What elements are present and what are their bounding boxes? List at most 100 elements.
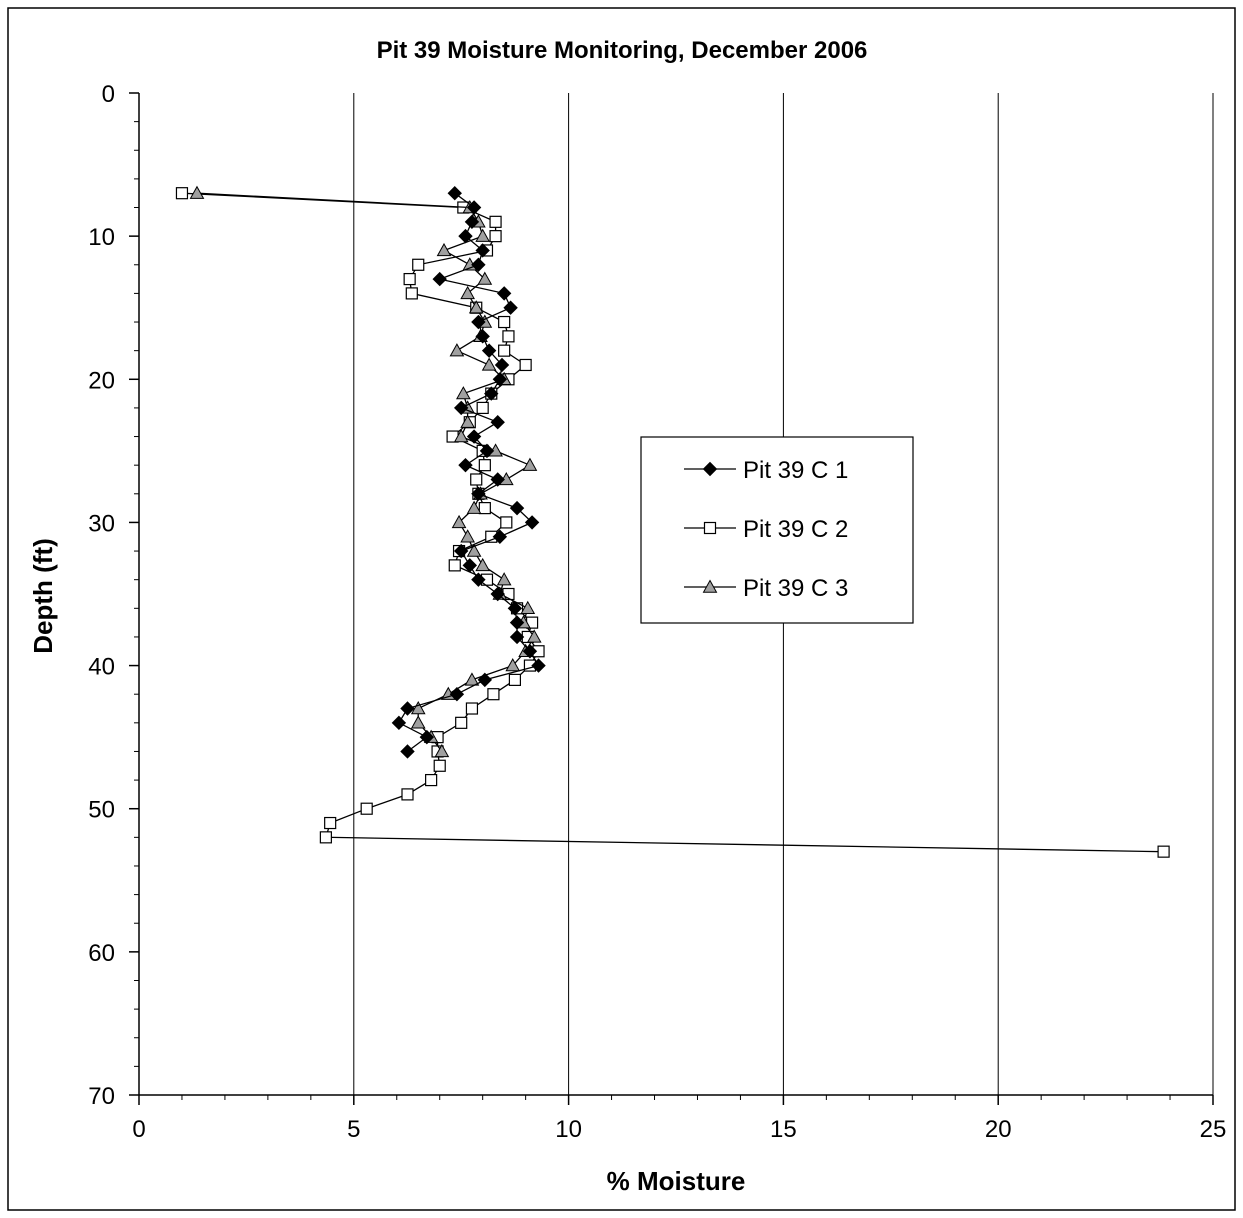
y-tick-label: 20 <box>88 367 115 394</box>
y-tick-label: 40 <box>88 654 115 681</box>
y-tick-label: 60 <box>88 940 115 967</box>
data-point <box>460 529 475 543</box>
y-tick-labels: 0 10 20 30 40 50 60 70 <box>88 81 115 1110</box>
data-point <box>476 401 489 415</box>
legend-item-3: Pit 39 C 3 <box>684 575 848 602</box>
data-point <box>401 788 414 801</box>
data-point <box>522 457 538 471</box>
data-point <box>466 543 482 557</box>
data-point <box>477 672 493 688</box>
data-point <box>478 502 491 515</box>
y-tick-label: 50 <box>88 797 115 824</box>
data-point <box>507 601 523 616</box>
data-point <box>447 185 462 201</box>
data-point <box>502 330 515 343</box>
legend-marker <box>702 579 718 593</box>
data-point <box>448 559 461 572</box>
data-point <box>509 615 525 630</box>
data-point <box>464 672 480 686</box>
x-tick-label: 0 <box>132 1116 145 1143</box>
data-point <box>449 343 465 357</box>
data-point <box>403 272 416 286</box>
data-point <box>319 831 332 844</box>
data-point <box>434 743 450 758</box>
data-point <box>503 300 518 315</box>
data-point <box>505 658 521 672</box>
data-point <box>468 300 484 314</box>
data-point <box>449 686 465 702</box>
data-point <box>492 529 508 544</box>
data-point <box>531 658 546 673</box>
x-tick-label: 15 <box>770 1116 797 1143</box>
data-point <box>478 459 491 472</box>
data-point <box>175 187 189 200</box>
data-point <box>324 816 337 830</box>
data-point <box>464 214 480 230</box>
data-point <box>453 400 469 416</box>
data-point <box>451 514 467 529</box>
data-point <box>490 415 505 430</box>
legend-marker <box>702 461 718 477</box>
data-point <box>477 271 493 285</box>
data-point <box>526 629 542 643</box>
legend-label: Pit 39 C 2 <box>743 516 848 543</box>
data-point <box>475 243 490 258</box>
data-point <box>460 285 475 300</box>
legend-label: Pit 39 C 1 <box>743 457 848 484</box>
data-point <box>471 486 486 502</box>
series-1 <box>391 185 546 759</box>
series-line <box>196 192 535 752</box>
data-point <box>455 716 468 729</box>
data-point <box>419 729 435 745</box>
data-point <box>458 457 473 473</box>
legend-box <box>640 436 914 624</box>
data-point <box>496 286 512 301</box>
data-point <box>466 500 482 514</box>
chart-frame <box>7 7 1236 1211</box>
data-point <box>479 443 495 459</box>
data-point <box>425 773 438 787</box>
data-point <box>484 386 499 401</box>
data-point <box>465 702 479 715</box>
y-tick-label: 70 <box>88 1083 115 1110</box>
data-point <box>462 558 477 573</box>
data-point <box>475 557 491 572</box>
data-point <box>360 802 373 815</box>
data-point <box>481 343 497 358</box>
x-tick-label: 20 <box>985 1116 1012 1143</box>
data-point <box>432 271 447 287</box>
data-point <box>410 715 426 729</box>
x-tick-label: 5 <box>347 1116 360 1143</box>
data-point <box>498 344 511 357</box>
chart-title: Pit 39 Moisture Monitoring, December 200… <box>377 37 868 64</box>
x-tick-labels: 0 5 10 15 20 25 <box>132 1116 1226 1143</box>
x-tick-label: 25 <box>1200 1116 1227 1143</box>
data-point <box>470 473 483 486</box>
data-point <box>520 600 536 615</box>
data-point <box>436 242 452 257</box>
data-point <box>466 429 482 444</box>
data-point <box>492 372 508 387</box>
data-point <box>189 185 205 199</box>
data-point <box>410 700 426 715</box>
data-point <box>455 386 471 400</box>
y-axis-label: Depth (ft) <box>28 538 58 654</box>
x-axis-label: % Moisture <box>607 1166 746 1196</box>
data-point <box>471 572 486 587</box>
data-point <box>412 258 425 271</box>
series-layer <box>175 185 1170 858</box>
data-point <box>460 414 475 428</box>
x-tick-label: 10 <box>555 1116 582 1143</box>
data-point <box>498 315 511 329</box>
data-point <box>400 744 415 759</box>
legend-item-2: Pit 39 C 2 <box>684 516 848 543</box>
data-point <box>487 688 500 701</box>
data-point <box>400 701 415 716</box>
series-2 <box>175 187 1170 858</box>
y-tick-label: 0 <box>102 81 115 108</box>
data-point <box>509 500 525 516</box>
data-point <box>471 257 486 272</box>
axes <box>129 92 1214 1105</box>
